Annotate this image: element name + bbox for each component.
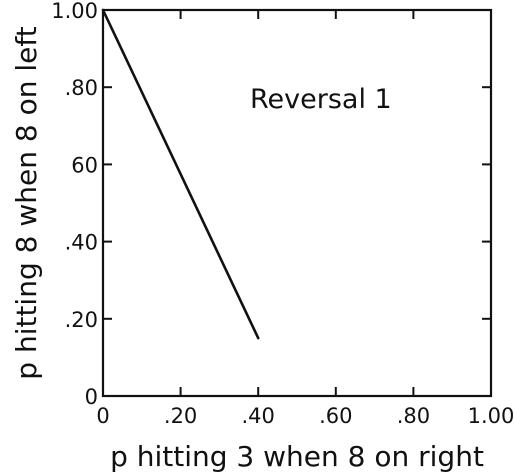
y-tick-label: .40 (65, 231, 98, 255)
y-tick-label: 0 (85, 385, 98, 409)
x-tick-label: .40 (241, 404, 274, 428)
x-tick-label: .60 (319, 404, 352, 428)
y-tick-label: 60 (71, 153, 98, 177)
x-tick-label: .80 (397, 404, 430, 428)
plot-frame (101, 8, 493, 398)
x-tick-label: 1.00 (468, 404, 514, 428)
y-tick-label: .80 (65, 76, 98, 100)
y-axis-ticks: 0 .20 .40 60 .80 1.00 (51, 0, 491, 409)
x-tick-label: .20 (164, 404, 197, 428)
series-layer (101, 8, 260, 340)
x-tick-label: 0 (96, 404, 109, 428)
x-axis-label: p hitting 3 when 8 on right (110, 440, 484, 473)
y-tick-label: 1.00 (51, 0, 98, 23)
y-axis-label: p hitting 8 when 8 on left (10, 26, 43, 379)
y-tick-label: .20 (65, 308, 98, 332)
series-line-0 (101, 8, 260, 340)
annotation-label: Reversal 1 (250, 84, 392, 115)
x-axis-ticks: 0 .20 .40 .60 .80 1.00 (96, 10, 514, 428)
